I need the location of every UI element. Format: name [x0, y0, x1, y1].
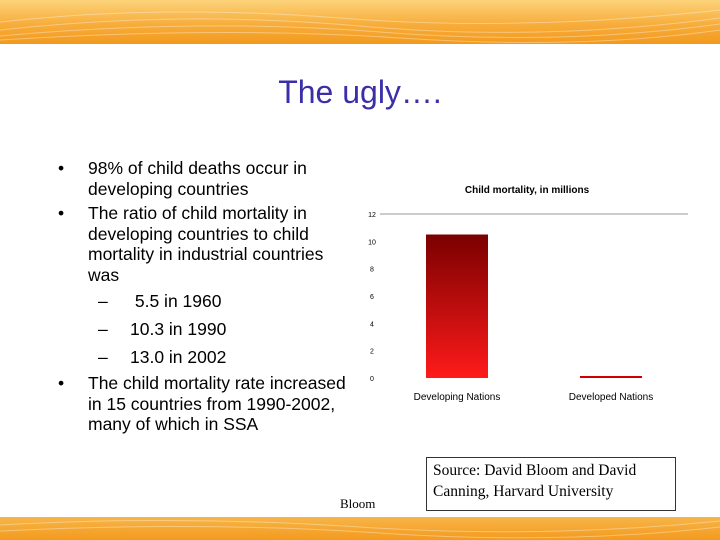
- sub-bullet-text: 13.0 in 2002: [130, 347, 227, 367]
- sub-bullet-text: 10.3 in 1990: [130, 319, 227, 339]
- bar-developing-nations: [426, 234, 488, 378]
- x-axis-labels: Developing Nations Developed Nations: [414, 392, 654, 403]
- sub-bullet-marker: –: [98, 291, 108, 311]
- chart-title: Child mortality, in millions: [465, 185, 590, 196]
- bullet-item: • 98% of child deaths occur in developin…: [58, 158, 348, 199]
- bullet-text: 98% of child deaths occur in developing …: [88, 158, 307, 199]
- sub-bullet-item: – 5.5 in 1960: [58, 289, 348, 313]
- x-category-label: Developing Nations: [414, 392, 501, 403]
- bullet-item: • The child mortality rate increased in …: [58, 373, 348, 435]
- bottom-band-stripes: [0, 519, 720, 539]
- bar-developed-nations: [580, 376, 642, 378]
- y-tick-label: 8: [370, 267, 374, 274]
- y-tick-label: 2: [370, 349, 374, 356]
- sub-bullet-item: – 13.0 in 2002: [58, 345, 348, 369]
- y-tick-label: 6: [370, 294, 374, 301]
- slide-title: The ugly….: [278, 74, 442, 110]
- bullet-item: • The ratio of child mortality in develo…: [58, 203, 348, 285]
- sub-bullet-marker: –: [98, 347, 108, 367]
- sub-bullet-text: 5.5 in 1960: [130, 291, 222, 311]
- bottom-decorative-band: [0, 517, 720, 540]
- y-tick-label: 12: [368, 212, 376, 219]
- source-note: Source: David Bloom and David Canning, H…: [426, 457, 676, 511]
- bullet-marker: •: [58, 203, 65, 223]
- bars-group: [426, 234, 642, 378]
- child-mortality-chart: Child mortality, in millions 0 2 4 6 8 10 12 D…: [340, 170, 710, 420]
- bullet-list: • 98% of child deaths occur in developin…: [58, 158, 348, 439]
- footer-author: Bloom: [340, 496, 376, 511]
- sub-bullet-item: – 10.3 in 1990: [58, 317, 348, 341]
- y-tick-label: 4: [370, 321, 374, 328]
- x-category-label: Developed Nations: [569, 392, 654, 403]
- y-tick-label: 10: [368, 239, 376, 246]
- bullet-marker: •: [58, 158, 65, 178]
- top-decorative-band: [0, 0, 720, 44]
- bullet-text: The child mortality rate increased in 15…: [88, 373, 346, 434]
- bullet-text: The ratio of child mortality in developi…: [88, 203, 324, 285]
- bullet-marker: •: [58, 373, 65, 393]
- y-tick-label: 0: [370, 376, 374, 383]
- top-band-stripes: [0, 9, 720, 43]
- chart-svg: Child mortality, in millions 0 2 4 6 8 10 12 D…: [368, 185, 688, 403]
- y-axis-ticks: 0 2 4 6 8 10 12: [368, 212, 688, 383]
- sub-bullet-marker: –: [98, 319, 108, 339]
